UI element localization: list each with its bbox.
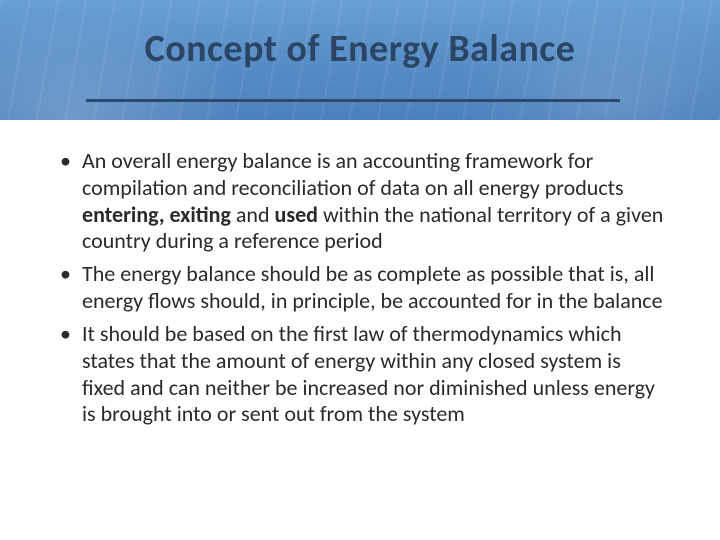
bullet-text: It should be based on the first law of t… (82, 320, 655, 427)
bullet-item: It should be based on the first law of t… (56, 321, 664, 428)
title-band: Concept of Energy Balance (0, 0, 720, 120)
title-underline (86, 99, 620, 102)
bullet-list: An overall energy balance is an accounti… (56, 148, 664, 428)
bullet-text-bold: entering, exiting (82, 201, 231, 228)
bullet-text: and (231, 201, 275, 228)
bullet-item: The energy balance should be as complete… (56, 261, 664, 315)
bullet-text: An overall energy balance is an accounti… (82, 147, 624, 201)
slide-title: Concept of Energy Balance (0, 26, 720, 72)
bullet-text-bold: used (275, 201, 318, 228)
bullet-text: The energy balance should be as complete… (82, 260, 663, 314)
bullet-item: An overall energy balance is an accounti… (56, 148, 664, 255)
slide-body: An overall energy balance is an accounti… (0, 120, 720, 428)
